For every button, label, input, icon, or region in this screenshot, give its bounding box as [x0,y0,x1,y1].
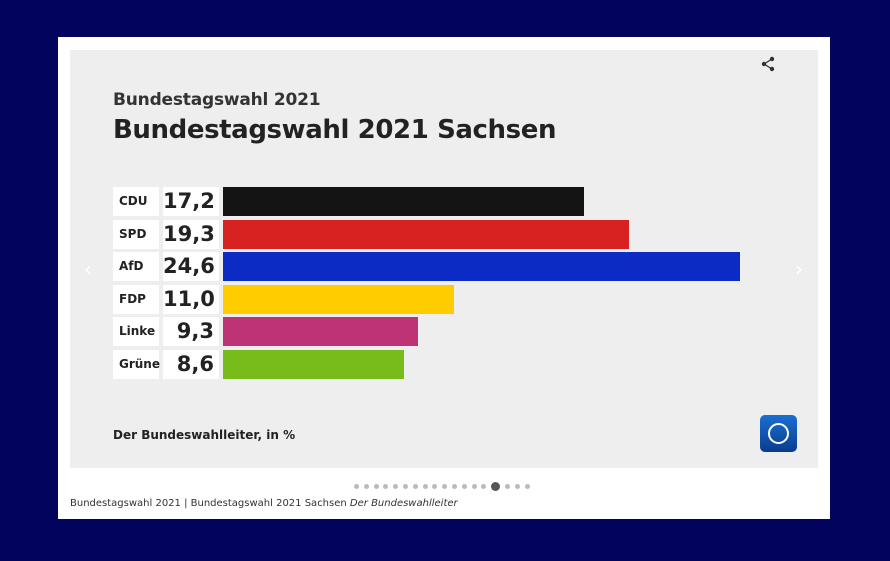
image-caption: Bundestagswahl 2021 | Bundestagswahl 202… [70,498,458,509]
category-label: FDP [113,284,159,314]
category-label: CDU [113,187,159,216]
bar-afd [223,252,740,282]
pagination-dot[interactable] [461,484,467,489]
pagination-dot[interactable] [524,484,530,489]
tagesschau-logo-icon [760,415,797,452]
pagination-dot[interactable] [422,484,428,489]
caption-text: Bundestagswahl 2021 | Bundestagswahl 202… [70,498,347,509]
category-label: SPD [113,219,159,249]
data-label: 8,6 [163,350,219,379]
pagination-dot[interactable] [481,484,487,489]
pagination-dot[interactable] [471,484,477,489]
chevron-left-icon[interactable]: ‹ [84,257,92,281]
pagination-dot[interactable] [403,484,408,489]
chart-source: Der Bundeswahlleiter, in % [113,428,296,442]
chart-title: Bundestagswahl 2021 Sachsen [113,115,557,145]
bar-fdp [223,284,455,314]
category-label: AfD [113,252,159,282]
pagination-dot[interactable] [432,484,438,489]
pagination-dot[interactable] [442,484,448,489]
bar-grüne [223,350,404,379]
data-label: 19,3 [163,219,219,249]
pagination-dot-active[interactable] [491,482,501,491]
category-label: Linke [113,317,159,347]
caption-source: Der Bundeswahlleiter [349,498,458,509]
share-icon[interactable] [760,56,776,72]
pagination-dot[interactable] [515,484,520,489]
bar-cdu [223,187,585,216]
pagination-dot[interactable] [452,484,457,489]
data-label: 9,3 [163,317,219,347]
chart-supertitle: Bundestagswahl 2021 [113,90,321,110]
pagination-dot[interactable] [373,484,379,489]
pagination-dot[interactable] [363,484,369,489]
category-label: Grüne [113,350,160,379]
bar-chart: CDU 17,2 SPD 19,3 AfD 24,6 FDP 11,0 Linke 9,3 Grün… [113,187,813,387]
bar-linke [223,317,419,347]
data-label: 11,0 [163,284,219,314]
pagination-dot[interactable] [505,484,511,489]
chart-panel: Bundestagswahl 2021 Bundestagswahl 2021 … [70,50,818,468]
chevron-right-icon[interactable]: › [795,257,803,281]
chart-card: Bundestagswahl 2021 Bundestagswahl 2021 … [58,37,830,519]
pagination-dot[interactable] [393,484,399,489]
bar-spd [223,219,629,249]
pagination-dot[interactable] [383,484,389,489]
pagination-dot[interactable] [412,484,418,489]
logo-ring [768,423,789,444]
data-label: 17,2 [163,187,219,216]
data-label: 24,6 [163,252,219,282]
pagination-dot[interactable] [354,484,359,489]
